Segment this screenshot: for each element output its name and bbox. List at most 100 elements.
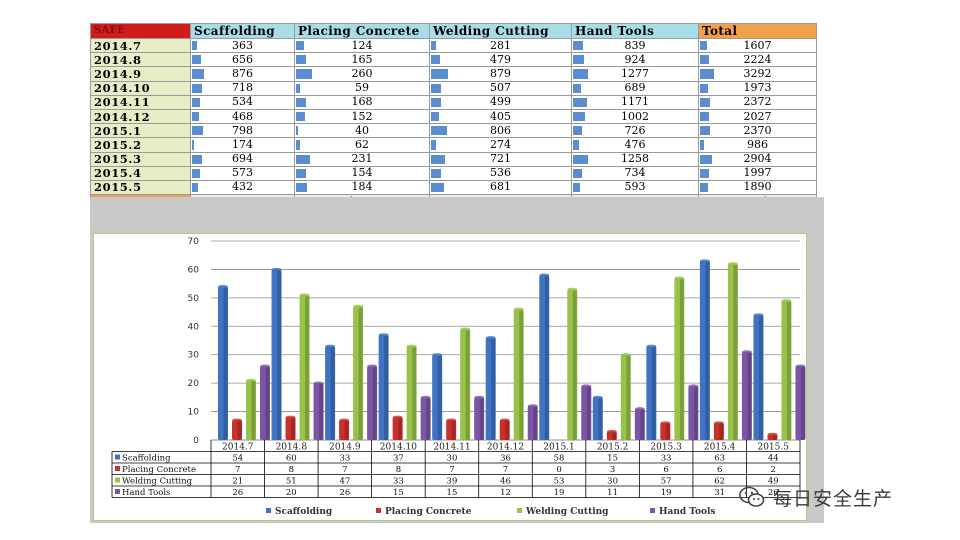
bar-shade bbox=[437, 355, 442, 440]
table-header-row: SAFE Scaffolding Placing Concrete Welding C… bbox=[90, 23, 817, 39]
table-cell: 681 bbox=[429, 179, 572, 196]
table-cell: 1171 bbox=[571, 94, 699, 110]
bar-shade bbox=[651, 347, 656, 440]
data-value-label: 51 bbox=[286, 477, 297, 487]
data-value-label: 54 bbox=[232, 454, 243, 464]
data-value-label: 33 bbox=[661, 454, 672, 464]
cell-value: 534 bbox=[232, 95, 253, 109]
table-cell: 40 bbox=[294, 123, 430, 139]
bar-cap bbox=[313, 381, 324, 385]
table-cell: 507 bbox=[429, 80, 572, 96]
data-value-label: 2 bbox=[771, 465, 776, 475]
data-value-label: 62 bbox=[714, 477, 725, 487]
bar-cap bbox=[741, 350, 752, 354]
bar-cap bbox=[674, 276, 685, 280]
cell-data-bar bbox=[431, 97, 441, 107]
data-value-label: 39 bbox=[447, 477, 458, 487]
table-cell: 689 bbox=[571, 80, 699, 96]
bar-cap bbox=[218, 284, 228, 289]
bar-cap bbox=[367, 364, 378, 368]
cell-value: 499 bbox=[490, 95, 511, 109]
column-header: Total bbox=[698, 23, 817, 39]
table-cell: 1973 bbox=[698, 80, 817, 96]
x-category-label: 2014.9 bbox=[329, 443, 361, 453]
cell-value: 40 bbox=[355, 123, 369, 137]
bar bbox=[513, 309, 524, 440]
legend-swatch bbox=[266, 508, 271, 513]
bar bbox=[606, 431, 617, 440]
table-cell: 165 bbox=[294, 52, 430, 68]
data-value-label: 57 bbox=[661, 477, 672, 487]
cell-data-bar bbox=[700, 126, 711, 136]
series-key-swatch bbox=[115, 466, 120, 471]
bar bbox=[353, 306, 364, 440]
bar-shade bbox=[223, 287, 228, 440]
bar-cap bbox=[325, 344, 336, 348]
bar bbox=[674, 277, 685, 440]
bar-shade bbox=[544, 276, 549, 440]
table-cell: 476 bbox=[571, 137, 699, 153]
cell-value: 876 bbox=[232, 66, 253, 80]
cell-data-bar bbox=[573, 55, 584, 65]
cell-value: 1607 bbox=[743, 38, 772, 52]
bar-shade bbox=[786, 301, 791, 440]
table-cell: 468 bbox=[190, 108, 295, 125]
cell-value: 656 bbox=[232, 52, 253, 66]
cell-value: 260 bbox=[351, 66, 373, 80]
bar bbox=[713, 422, 724, 440]
table-cell: 986 bbox=[698, 137, 817, 153]
bar-shade bbox=[305, 296, 310, 440]
data-value-label: 6 bbox=[717, 465, 722, 475]
bar-cap bbox=[620, 353, 631, 357]
bar-cap bbox=[460, 327, 471, 331]
cell-data-bar bbox=[573, 140, 579, 150]
row-label: 2014.7 bbox=[90, 37, 191, 54]
series-key-swatch bbox=[115, 489, 120, 494]
table-cell: 573 bbox=[190, 165, 295, 181]
y-tick-label: 50 bbox=[188, 294, 200, 304]
data-value-label: 31 bbox=[714, 488, 725, 498]
bar-cap bbox=[446, 418, 457, 422]
chart-plot-panel bbox=[93, 233, 807, 521]
data-value-label: 58 bbox=[554, 454, 565, 464]
table-cell: 2372 bbox=[698, 94, 817, 110]
column-header: Hand Tools bbox=[571, 23, 699, 39]
bar bbox=[420, 397, 431, 440]
cell-data-bar bbox=[296, 69, 313, 79]
table-cell: 536 bbox=[429, 165, 572, 181]
data-value-label: 0 bbox=[556, 465, 561, 475]
bar-cap bbox=[781, 299, 792, 303]
column-header: Placing Concrete bbox=[294, 23, 430, 39]
cell-data-bar bbox=[700, 140, 705, 150]
data-value-label: 15 bbox=[607, 454, 618, 464]
bar-cap bbox=[485, 336, 496, 340]
bar-shade bbox=[479, 398, 484, 440]
cell-value: 231 bbox=[351, 152, 373, 166]
cell-value: 62 bbox=[355, 137, 369, 151]
bar-cap bbox=[299, 293, 310, 297]
table-cell: 1277 bbox=[571, 66, 699, 82]
bar bbox=[367, 366, 378, 440]
y-tick-label: 70 bbox=[188, 237, 200, 247]
cell-data-bar bbox=[573, 69, 589, 79]
bar-cap bbox=[260, 364, 270, 368]
cell-data-bar bbox=[296, 168, 306, 178]
bar-cap bbox=[406, 344, 417, 348]
table-cell: 534 bbox=[190, 94, 295, 110]
bar bbox=[527, 405, 538, 440]
data-value-label: 11 bbox=[607, 488, 618, 498]
cell-value: 593 bbox=[624, 180, 646, 194]
cell-data-bar bbox=[573, 41, 583, 51]
bar bbox=[646, 346, 657, 440]
cell-data-bar bbox=[573, 182, 581, 193]
watermark-text: 每日安全生产 bbox=[773, 487, 894, 510]
cell-value: 839 bbox=[624, 38, 646, 52]
data-value-label: 30 bbox=[607, 477, 618, 487]
legend-label: Scaffolding bbox=[275, 507, 333, 517]
bar bbox=[499, 420, 510, 440]
table-row: 2014.9 876 260 879 1277 3292 bbox=[90, 66, 817, 82]
y-tick-label: 30 bbox=[188, 351, 200, 361]
cell-value: 2027 bbox=[743, 109, 772, 123]
bar-shade bbox=[640, 409, 645, 440]
